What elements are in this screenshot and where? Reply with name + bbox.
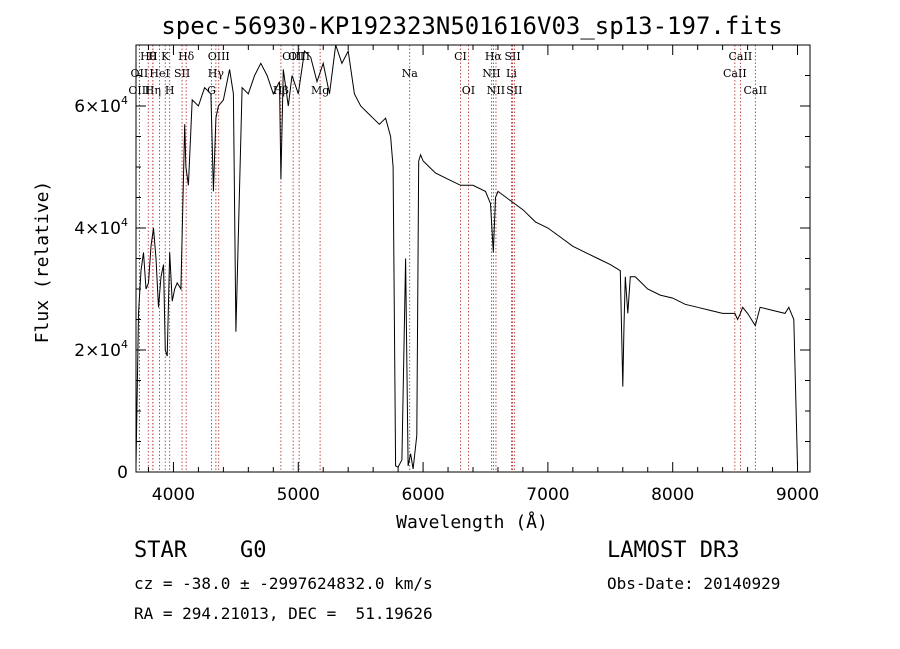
x-axis-label: Wavelength (Å) [396,511,548,533]
y-tick-label: 6×104 [74,94,128,117]
emission-label: OI [462,84,475,97]
emission-label: Na [402,67,419,80]
chart-title: spec-56930-KP192323N501616V03_sp13-197.f… [161,12,782,40]
emission-label: OII [131,67,149,80]
x-axis-ticks: 4000 5000 6000 7000 8000 9000 [147,45,819,505]
emission-label: CaII [743,84,767,97]
x-tick-label: 6000 [401,485,444,505]
plot-frame [135,44,811,473]
emission-label: HeI [149,67,169,80]
coordinates-readout: RA = 294.21013, DEC = 51.19626 [134,604,433,623]
survey-name: LAMOST DR3 [607,538,740,563]
y-tick-exponent: 4 [121,216,128,229]
emission-label: Hη [145,84,161,97]
emission-label: OIII [288,50,310,63]
emission-label: G [207,84,216,97]
y-tick-label: 4×104 [74,216,128,239]
emission-label: CaII [729,50,753,63]
x-tick-label: 9000 [776,485,819,505]
flux-series-line [135,44,798,469]
emission-label: OIII [208,50,230,63]
y-tick-label: 2×104 [74,338,128,361]
emission-label: CaII [723,67,747,80]
y-tick-exponent: 4 [121,94,128,107]
y-tick-mantissa: 0 [117,463,128,483]
emission-label: CI [454,50,467,63]
y-tick-mantissa: 4×10 [74,219,121,239]
emission-label: SII [506,84,522,97]
spectral-class: STAR G0 [134,538,267,563]
emission-label: H [148,50,158,63]
emission-label: Mg [311,84,329,97]
y-tick-label: 0 [117,463,128,483]
emission-label: Hα [485,50,503,63]
y-tick-mantissa: 2×10 [74,341,121,361]
emission-label: K [161,50,170,63]
redshift-readout: cz = -38.0 ± -2997624832.0 km/s [134,574,433,593]
emission-line-markers [138,45,756,472]
emission-label: SII [504,50,520,63]
emission-label: Li [506,67,517,80]
y-tick-mantissa: 6×10 [74,97,121,117]
x-tick-label: 5000 [277,485,320,505]
emission-label: H [165,84,175,97]
emission-label: Hδ [178,50,195,63]
emission-label: NII [482,67,500,80]
x-tick-label: 8000 [651,485,694,505]
emission-label: Hγ [208,67,225,80]
x-tick-label: 7000 [526,485,569,505]
emission-label: NII [487,84,505,97]
obs-date: Obs-Date: 20140929 [607,574,781,593]
emission-label: SII [174,67,190,80]
emission-label: OIII [128,84,150,97]
y-axis-label: Flux (relative) [32,181,53,344]
emission-label: Hθ [140,50,157,63]
y-tick-exponent: 4 [121,338,128,351]
x-tick-label: 4000 [152,485,195,505]
